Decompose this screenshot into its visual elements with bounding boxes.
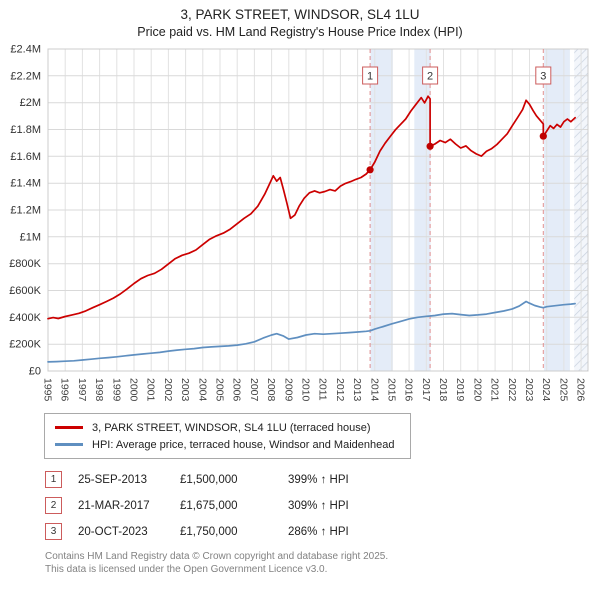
- x-tick-label: 2007: [248, 378, 260, 402]
- sale-hpi-delta: 309% ↑ HPI: [288, 499, 349, 512]
- sale-marker-2: [426, 142, 434, 150]
- x-tick-label: 2014: [368, 378, 380, 402]
- y-tick-label: £2M: [20, 97, 41, 109]
- y-tick-label: £0: [29, 366, 41, 378]
- sale-marker-3: [539, 132, 547, 140]
- footer-line-2: This data is licensed under the Open Gov…: [45, 564, 328, 575]
- sale-flag-label-3: 3: [540, 71, 546, 83]
- sale-number-badge: 2: [45, 497, 62, 514]
- sale-date: 21-MAR-2017: [78, 499, 150, 512]
- x-tick-label: 1997: [76, 378, 88, 402]
- legend-item-hpi: HPI: Average price, terraced house, Wind…: [55, 436, 394, 453]
- x-tick-label: 2005: [214, 378, 226, 402]
- y-tick-label: £1.6M: [10, 151, 41, 163]
- sale-row-2: 2 21-MAR-2017 £1,675,000 309% ↑ HPI: [45, 497, 600, 514]
- x-tick-label: 2011: [317, 378, 329, 401]
- price-paid-line-swatch: [55, 426, 83, 429]
- y-tick-label: £400K: [9, 312, 41, 324]
- sale-marker-1: [366, 166, 374, 174]
- sale-row-3: 3 20-OCT-2023 £1,750,000 286% ↑ HPI: [45, 523, 600, 540]
- sale-price: £1,675,000: [180, 499, 238, 512]
- x-tick-label: 2001: [145, 378, 157, 402]
- sale-flag-3: [535, 66, 552, 85]
- x-tick-label: 2018: [437, 378, 449, 402]
- sales-table: 1 25-SEP-2013 £1,500,000 399% ↑ HPI 2 21…: [45, 471, 600, 540]
- x-tick-label: 2025: [557, 378, 569, 402]
- license-footer: Contains HM Land Registry data © Crown c…: [45, 550, 600, 576]
- x-tick-label: 2021: [489, 378, 501, 402]
- legend-label: 3, PARK STREET, WINDSOR, SL4 1LU (terrac…: [92, 421, 371, 434]
- y-tick-label: £1.8M: [10, 124, 41, 136]
- x-tick-label: 1999: [110, 378, 122, 402]
- x-tick-label: 2000: [128, 378, 140, 402]
- x-tick-label: 2026: [575, 378, 587, 402]
- sale-number-badge: 3: [45, 523, 62, 540]
- y-tick-label: £1.2M: [10, 205, 41, 217]
- x-tick-label: 2017: [420, 378, 432, 402]
- y-tick-label: £1M: [20, 231, 41, 243]
- x-tick-label: 2004: [196, 378, 208, 402]
- sale-flag-1: [362, 66, 379, 85]
- x-tick-label: 2006: [231, 378, 243, 402]
- x-tick-label: 2012: [334, 378, 346, 402]
- plot-border: [47, 48, 589, 372]
- x-tick-label: 1996: [59, 378, 71, 402]
- x-tick-label: 2023: [523, 378, 535, 402]
- chart-legend: 3, PARK STREET, WINDSOR, SL4 1LU (terrac…: [44, 413, 412, 459]
- x-tick-label: 1995: [42, 378, 54, 402]
- sale-hpi-delta: 286% ↑ HPI: [288, 525, 349, 538]
- sale-row-1: 1 25-SEP-2013 £1,500,000 399% ↑ HPI: [45, 471, 600, 488]
- page-subtitle: Price paid vs. HM Land Registry's House …: [137, 25, 463, 39]
- legend-label: HPI: Average price, terraced house, Wind…: [92, 438, 395, 451]
- footer-line-1: Contains HM Land Registry data © Crown c…: [45, 551, 389, 562]
- sale-number-badge: 1: [45, 471, 62, 488]
- y-tick-label: £2.4M: [10, 44, 41, 56]
- sale-flag-label-2: 2: [427, 71, 433, 83]
- x-tick-label: 2002: [162, 378, 174, 402]
- sale-price: £1,750,000: [180, 525, 238, 538]
- x-tick-label: 2009: [282, 378, 294, 402]
- sale-date: 25-SEP-2013: [78, 473, 148, 486]
- x-tick-label: 1998: [93, 378, 105, 402]
- sale-flag-label-1: 1: [367, 71, 373, 83]
- legend-item-price-paid: 3, PARK STREET, WINDSOR, SL4 1LU (terrac…: [55, 419, 394, 436]
- y-tick-label: £200K: [9, 339, 41, 351]
- hpi-line: [47, 300, 576, 363]
- sale-hpi-delta: 399% ↑ HPI: [288, 473, 349, 486]
- x-tick-label: 2013: [351, 378, 363, 402]
- sale-price: £1,500,000: [180, 473, 238, 486]
- hpi-line-swatch: [55, 443, 83, 446]
- y-tick-label: £2.2M: [10, 70, 41, 82]
- y-tick-label: £600K: [9, 285, 41, 297]
- x-tick-label: 2008: [265, 378, 277, 402]
- page-title: 3, PARK STREET, WINDSOR, SL4 1LU: [180, 7, 420, 22]
- y-tick-label: £800K: [9, 258, 41, 270]
- x-tick-label: 2020: [471, 378, 483, 402]
- x-tick-label: 2010: [300, 378, 312, 402]
- x-tick-label: 2019: [454, 378, 466, 402]
- sale-date: 20-OCT-2023: [78, 525, 148, 538]
- sale-flag-2: [422, 66, 439, 85]
- x-tick-label: 2024: [540, 378, 552, 402]
- x-tick-label: 2016: [403, 378, 415, 402]
- x-tick-label: 2015: [385, 378, 397, 402]
- x-tick-label: 2022: [506, 378, 518, 402]
- price-paid-line: [47, 95, 576, 320]
- x-tick-label: 2003: [179, 378, 191, 402]
- y-tick-label: £1.4M: [10, 178, 41, 190]
- price-chart: 1995 1996 1997 1998 1999 2000 2001 2002 2003 2004…: [9, 44, 589, 402]
